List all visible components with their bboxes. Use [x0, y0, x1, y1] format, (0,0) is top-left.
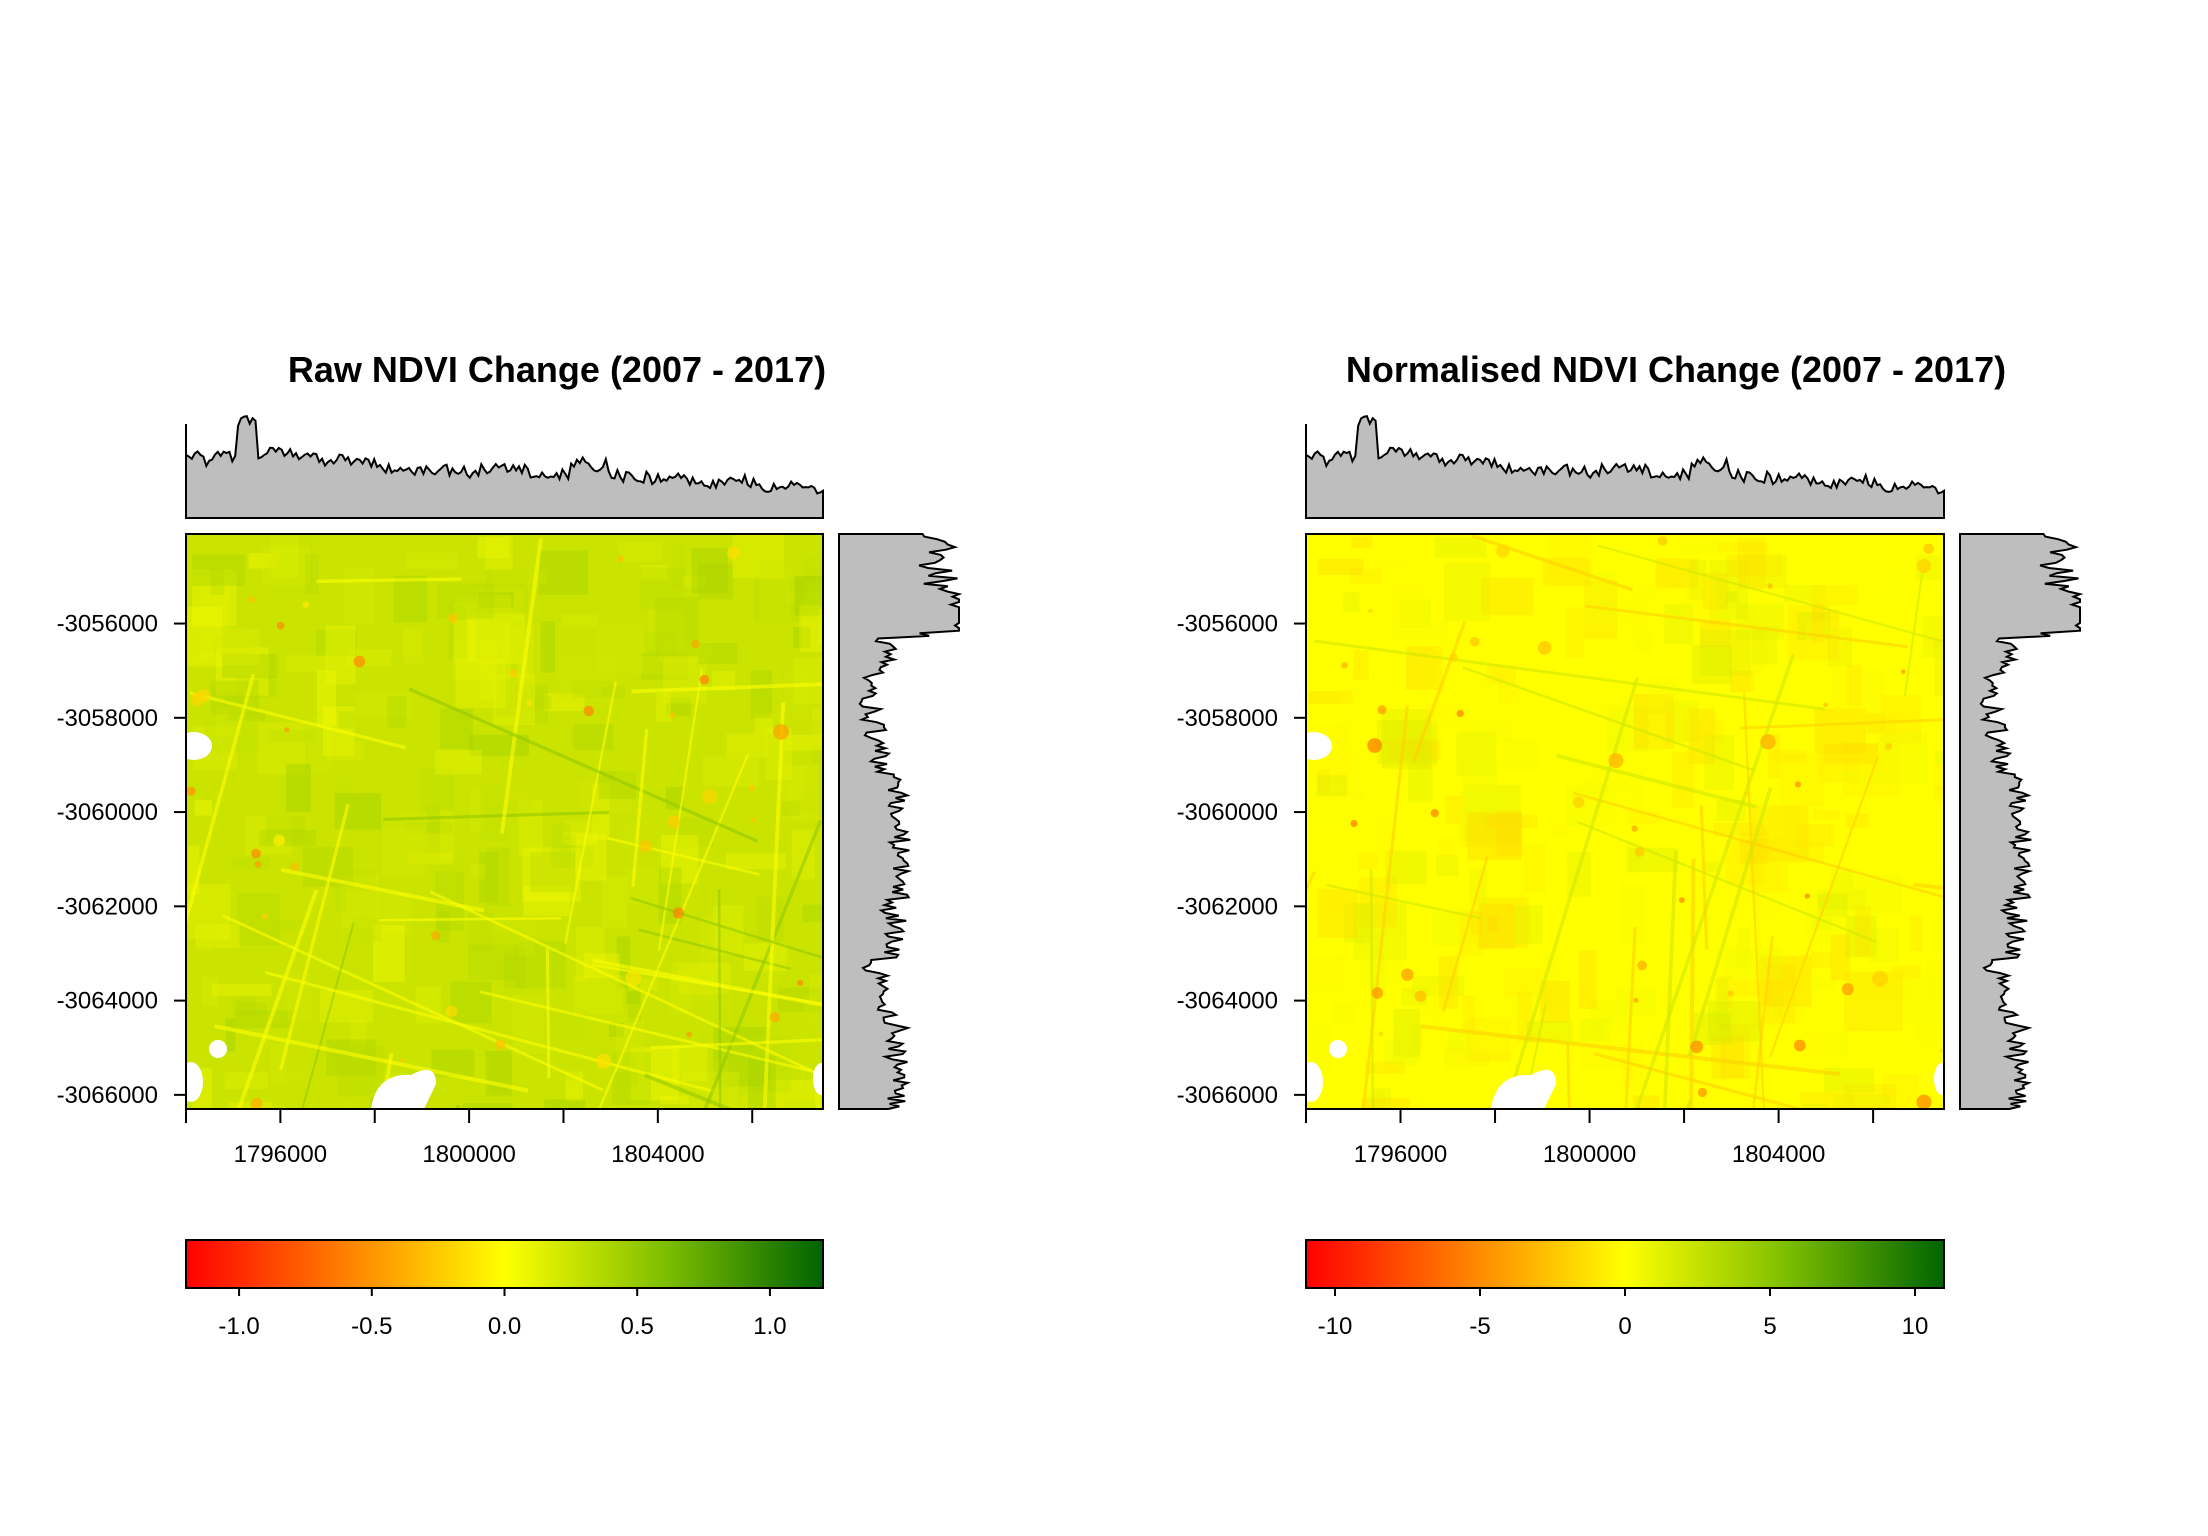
x-axis: 1796000 1800000 1804000 [185, 1109, 754, 1168]
x-axis: 1796000 1800000 1804000 [1305, 1109, 1875, 1168]
colorbar-tick-label: 10 [1902, 1313, 1929, 1340]
x-tick-label: 1796000 [234, 1141, 327, 1168]
x-tick-label: 1800000 [422, 1141, 515, 1168]
colorbar [1305, 1239, 1945, 1289]
chart-title: Normalised NDVI Change (2007 - 2017) [1346, 349, 2006, 390]
y-tick-label: -3060000 [57, 799, 158, 826]
x-tick-label: 1800000 [1543, 1141, 1636, 1168]
y-tick-label: -3066000 [1177, 1082, 1278, 1109]
y-tick-label: -3062000 [1177, 893, 1278, 920]
x-tick-label: 1804000 [1732, 1141, 1825, 1168]
y-tick-label: -3056000 [57, 611, 158, 638]
panel-raw-ndvi: Raw NDVI Change (2007 - 2017) 1796000 180… [57, 349, 963, 1340]
y-axis: -3056000 -3058000 -3060000 -3062000 -3064000… [57, 611, 186, 1109]
raster-image [1306, 534, 1944, 1109]
chart-title: Raw NDVI Change (2007 - 2017) [288, 349, 826, 390]
colorbar-tick-label: 1.0 [753, 1313, 786, 1340]
y-tick-label: -3058000 [57, 705, 158, 732]
colorbar-tick-label: 0 [1618, 1313, 1631, 1340]
y-tick-label: -3058000 [1177, 705, 1278, 732]
top-marginal-histogram [1305, 414, 1945, 519]
right-marginal-histogram [838, 533, 963, 1110]
y-tick-label: -3056000 [1177, 611, 1278, 638]
y-tick-label: -3060000 [1177, 799, 1278, 826]
map-frame [1305, 533, 1945, 1110]
right-marginal-histogram [1959, 533, 2084, 1110]
y-tick-label: -3062000 [57, 893, 158, 920]
colorbar-tick-label: -10 [1318, 1313, 1353, 1340]
y-tick-label: -3064000 [57, 988, 158, 1015]
y-tick-label: -3066000 [57, 1082, 158, 1109]
colorbar [185, 1239, 824, 1289]
colorbar-tick-label: -1.0 [218, 1313, 259, 1340]
x-tick-label: 1796000 [1354, 1141, 1447, 1168]
colorbar-tick-label: -0.5 [351, 1313, 392, 1340]
colorbar-tick-label: 0.5 [621, 1313, 654, 1340]
x-tick-label: 1804000 [611, 1141, 704, 1168]
y-tick-label: -3064000 [1177, 988, 1278, 1015]
panel-normalised-ndvi: Normalised NDVI Change (2007 - 2017) 179… [1177, 349, 2084, 1340]
raster-image [186, 534, 823, 1109]
colorbar-tick-label: 5 [1763, 1313, 1776, 1340]
y-axis: -3056000 -3058000 -3060000 -3062000 -3064000… [1177, 611, 1306, 1109]
map-frame [185, 533, 824, 1110]
colorbar-tick-label: -5 [1469, 1313, 1490, 1340]
top-marginal-histogram [185, 414, 824, 519]
colorbar-tick-label: 0.0 [488, 1313, 521, 1340]
